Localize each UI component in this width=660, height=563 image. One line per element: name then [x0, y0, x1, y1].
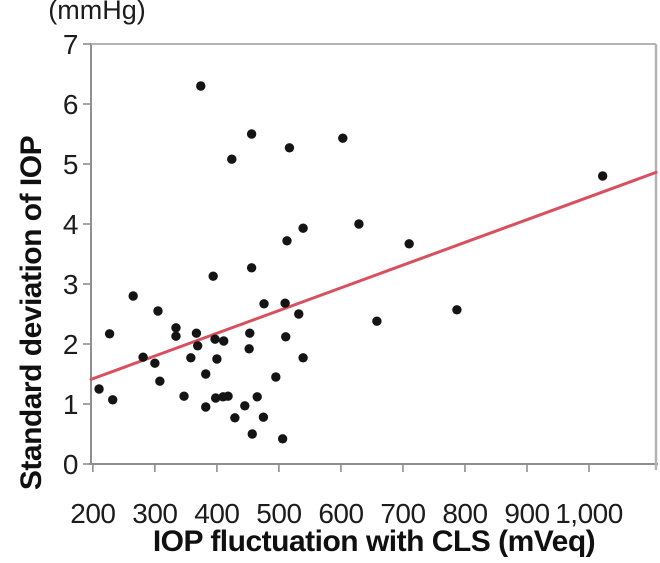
data-point	[210, 334, 220, 344]
y-tick-label: 5	[63, 149, 78, 180]
y-tick-label: 0	[63, 449, 78, 480]
data-point	[153, 306, 163, 316]
y-axis-unit-label: (mmHg)	[48, 0, 145, 25]
y-tick-label: 3	[63, 269, 78, 300]
data-point	[212, 354, 222, 364]
data-point	[244, 344, 254, 354]
data-point	[171, 331, 181, 341]
data-point	[196, 81, 206, 91]
regression-line	[89, 170, 658, 381]
data-point	[138, 352, 148, 362]
data-point	[247, 429, 257, 439]
data-point	[246, 129, 257, 139]
data-point	[245, 328, 255, 338]
data-point	[252, 392, 262, 402]
x-tick-label: 600	[318, 498, 363, 529]
data-point	[597, 171, 608, 181]
data-point	[271, 372, 281, 382]
data-point	[280, 298, 290, 308]
axis-ticks	[83, 43, 590, 472]
data-point	[240, 401, 250, 411]
x-tick-label: 300	[132, 498, 177, 529]
trendline-layer	[89, 170, 658, 381]
x-tick-label: 1,000	[555, 498, 623, 529]
data-point	[404, 239, 414, 249]
data-point	[223, 391, 233, 401]
data-point	[338, 133, 348, 143]
data-point	[201, 402, 211, 412]
x-tick-label: 900	[504, 498, 549, 529]
data-point	[258, 412, 269, 422]
data-point	[155, 376, 165, 386]
data-point	[94, 384, 104, 394]
data-point	[298, 353, 308, 363]
data-point	[281, 332, 291, 342]
y-axis-title: Standard deviation of IOP	[15, 136, 48, 490]
y-tick-label: 6	[63, 89, 78, 120]
y-tick-label: 1	[63, 389, 78, 420]
data-point	[294, 309, 304, 319]
x-tick-label: 700	[380, 498, 425, 529]
data-point	[210, 393, 221, 403]
data-point	[201, 369, 211, 379]
data-point	[246, 263, 257, 273]
data-point	[108, 395, 118, 405]
x-axis-title: IOP fluctuation with CLS (mVeq)	[153, 525, 595, 558]
y-tick-label: 7	[63, 29, 78, 60]
data-points-layer	[94, 81, 608, 444]
tick-labels: 200 300 400 500 600 700 800 900 1,000 0 1 2 3 4 5 6 7	[63, 29, 623, 529]
x-tick-label: 400	[194, 498, 239, 529]
x-tick-label: 500	[256, 498, 301, 529]
data-point	[282, 236, 292, 246]
data-point	[259, 299, 269, 309]
data-point	[298, 223, 308, 233]
data-point	[277, 434, 288, 444]
data-point	[128, 291, 138, 301]
data-point	[372, 316, 382, 326]
data-point	[191, 328, 202, 338]
data-point	[284, 143, 295, 153]
data-point	[171, 323, 181, 333]
data-point	[208, 271, 218, 281]
data-point	[227, 154, 237, 164]
data-point	[230, 413, 240, 423]
data-point	[219, 336, 229, 346]
y-tick-label: 2	[63, 329, 78, 360]
x-tick-label: 800	[442, 498, 487, 529]
data-point	[452, 305, 462, 315]
data-point	[179, 391, 189, 401]
data-point	[186, 353, 196, 363]
data-point	[354, 219, 364, 229]
y-tick-label: 4	[63, 209, 78, 240]
plot-frame	[89, 43, 658, 470]
data-point	[192, 341, 203, 351]
x-tick-label: 200	[70, 498, 115, 529]
data-point	[104, 329, 115, 339]
data-point	[150, 358, 160, 368]
